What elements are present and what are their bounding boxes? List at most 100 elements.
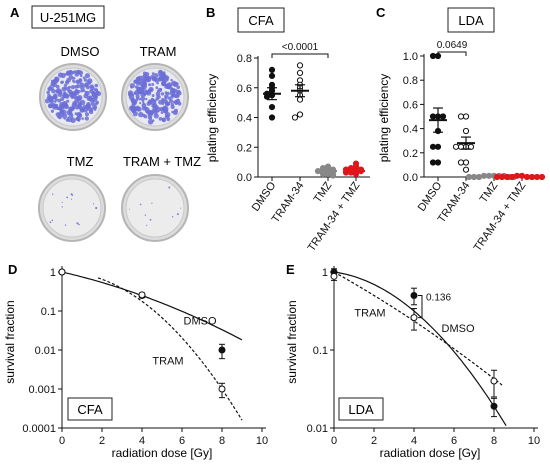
chart-e-title-box <box>338 397 384 421</box>
colony <box>95 100 99 105</box>
colony <box>139 203 142 206</box>
colony <box>140 92 146 98</box>
colony <box>170 95 174 99</box>
colony <box>166 82 172 88</box>
colony <box>84 91 88 94</box>
colony <box>154 107 158 110</box>
colony <box>97 93 99 96</box>
colony <box>147 75 151 80</box>
colony <box>72 76 76 80</box>
data-point <box>470 173 478 181</box>
colony <box>74 85 78 89</box>
colony <box>155 91 161 96</box>
cell-line-box <box>31 5 105 29</box>
colony <box>150 97 154 102</box>
colony <box>70 193 73 196</box>
colony <box>57 98 62 103</box>
chart-b-title: CFA <box>248 13 274 28</box>
chart-c-ylabel: plating efficiency <box>377 74 391 163</box>
colony <box>49 98 53 103</box>
y-tick-label: 1.0 <box>403 51 418 63</box>
colony <box>172 110 178 116</box>
chart-e-xlabel: radiation dose [Gy] <box>380 446 481 460</box>
dish-label-tmz: TMZ <box>67 154 94 169</box>
colony <box>165 101 170 107</box>
p-value-label: <0.0001 <box>282 42 319 53</box>
data-point <box>329 172 337 179</box>
colony <box>164 94 169 99</box>
colony <box>50 109 55 113</box>
colony <box>166 117 171 122</box>
colony <box>71 194 74 196</box>
colony <box>74 71 80 77</box>
colony <box>138 97 141 101</box>
colony <box>61 201 63 203</box>
colony <box>147 119 154 125</box>
colony <box>78 105 83 110</box>
colony <box>128 92 133 97</box>
colony <box>93 203 95 205</box>
colony <box>78 223 80 226</box>
colony <box>144 72 150 77</box>
panel-a: A U-251MG DMSO TRAM TMZ TRAM + TMZ <box>10 5 201 242</box>
colony <box>143 114 148 119</box>
colony <box>51 219 54 222</box>
colony <box>148 83 152 87</box>
data-point <box>462 159 470 166</box>
y-tick-label: 0.4 <box>237 113 252 125</box>
colony <box>163 76 169 82</box>
y-tick-label: 0.01 <box>35 345 56 357</box>
data-point <box>439 113 447 120</box>
chart-b-ylabel: plating efficiency <box>205 74 219 163</box>
data-point <box>498 173 506 181</box>
colony <box>92 91 97 97</box>
significance-bracket <box>437 51 467 56</box>
x-tick-label: TRAM-34 + TMZ <box>306 180 363 254</box>
colony <box>65 94 70 99</box>
colony <box>84 116 90 121</box>
colony <box>95 206 98 210</box>
colony <box>74 90 78 94</box>
y-tick-label: 0.6 <box>403 99 418 111</box>
colony <box>59 107 63 111</box>
colony <box>160 111 164 114</box>
colony <box>151 202 153 204</box>
colony <box>171 80 177 87</box>
data-point <box>462 113 470 120</box>
panel-letter-c: C <box>376 5 386 20</box>
y-tick-label: 0.0001 <box>22 423 56 435</box>
colony <box>156 94 159 98</box>
data-point <box>296 69 304 77</box>
colony <box>59 110 63 114</box>
y-tick-label: 0.4 <box>403 124 418 136</box>
colony <box>163 106 169 112</box>
colony <box>129 83 135 89</box>
data-point <box>291 114 299 121</box>
colony <box>77 95 83 101</box>
panel-c: C LDA plating efficiency 0.0 0.2 0.4 0.6 0.8… <box>376 5 546 254</box>
data-point <box>268 114 276 121</box>
panel-letter-d: D <box>8 262 17 277</box>
colony <box>148 110 154 116</box>
chart-c-title-box <box>447 7 495 33</box>
data-point <box>268 104 276 111</box>
colony <box>142 103 145 106</box>
colony <box>76 116 81 122</box>
data-point <box>429 143 437 150</box>
colony <box>88 109 94 115</box>
data-point-tram <box>138 291 146 299</box>
panel-letter-a: A <box>10 5 20 20</box>
y-tick-label: 0.8 <box>237 53 252 65</box>
colony <box>65 71 71 76</box>
colony <box>88 97 92 101</box>
x-tick-label: DMSO <box>250 179 279 213</box>
data-point <box>465 173 473 181</box>
chart-e-title: LDA <box>348 402 374 417</box>
colony <box>59 91 62 94</box>
series-label-dmso: DMSO <box>184 316 217 328</box>
colony <box>79 99 86 106</box>
colony <box>176 213 179 216</box>
